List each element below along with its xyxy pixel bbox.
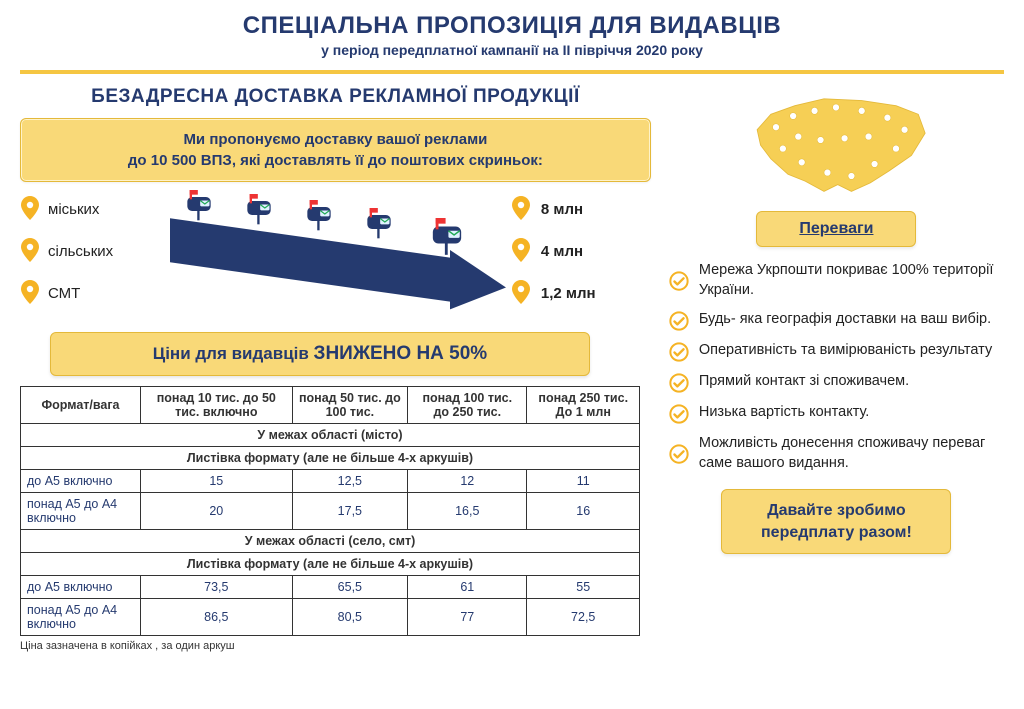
cell: 16 bbox=[527, 493, 640, 530]
table-row: до А5 включно 15 12,5 12 11 bbox=[21, 470, 640, 493]
cell: 65,5 bbox=[292, 576, 407, 599]
delivery-type-label: СМТ bbox=[48, 285, 80, 302]
cell: 12,5 bbox=[292, 470, 407, 493]
cell: 86,5 bbox=[141, 599, 293, 636]
sub-head: Листівка формату (але не більше 4-х арку… bbox=[21, 447, 640, 470]
delivery-row: міських сільських СМТ bbox=[20, 188, 651, 328]
advantage-item: Низька вартість контакту. bbox=[669, 403, 1004, 424]
row-label: до А5 включно bbox=[21, 576, 141, 599]
delivery-count: 1,2 млн bbox=[511, 280, 651, 306]
table-footnote: Ціна зазначена в копійках , за один арку… bbox=[20, 640, 651, 652]
pricebar-prefix: Ціни для видавців bbox=[153, 344, 314, 363]
advantages-button: Переваги bbox=[756, 211, 916, 247]
row-label: до А5 включно bbox=[21, 470, 141, 493]
section-head: У межах області (місто) bbox=[21, 424, 640, 447]
cell: 11 bbox=[527, 470, 640, 493]
cell: 72,5 bbox=[527, 599, 640, 636]
cell: 15 bbox=[141, 470, 293, 493]
cell: 17,5 bbox=[292, 493, 407, 530]
delivery-count: 8 млн bbox=[511, 196, 651, 222]
th-format: Формат/вага bbox=[21, 387, 141, 424]
section-subtitle: БЕЗАДРЕСНА ДОСТАВКА РЕКЛАМНОЇ ПРОДУКЦІЇ bbox=[20, 86, 651, 108]
delivery-count: 4 млн bbox=[511, 238, 651, 264]
cell: 80,5 bbox=[292, 599, 407, 636]
page-subtitle: у період передплатної кампанії на ІІ пів… bbox=[20, 42, 1004, 58]
advantage-item: Мережа Укрпошти покриває 100% території … bbox=[669, 261, 1004, 300]
advantage-item: Прямий контакт зі споживачем. bbox=[669, 372, 1004, 393]
row-label: понад А5 до А4 включно bbox=[21, 599, 141, 636]
cta-line-1: Давайте зробимо bbox=[740, 500, 932, 522]
th-col: понад 250 тис. До 1 млн bbox=[527, 387, 640, 424]
pin-icon bbox=[20, 196, 40, 222]
cell: 73,5 bbox=[141, 576, 293, 599]
advantage-item: Можливість донесення споживачу переваг с… bbox=[669, 434, 1004, 473]
cell: 55 bbox=[527, 576, 640, 599]
ukraine-map bbox=[669, 80, 1004, 205]
check-icon bbox=[669, 262, 689, 300]
th-col: понад 50 тис. до 100 тис. bbox=[292, 387, 407, 424]
pin-icon bbox=[511, 238, 531, 264]
pin-icon bbox=[511, 196, 531, 222]
delivery-type-label: сільських bbox=[48, 243, 113, 260]
delivery-count-value: 4 млн bbox=[541, 243, 583, 260]
check-icon bbox=[669, 404, 689, 424]
delivery-type: СМТ bbox=[20, 280, 150, 306]
mailbox-icon bbox=[245, 194, 273, 227]
advantage-item: Будь- яка географія доставки на ваш вибі… bbox=[669, 310, 1004, 331]
advantages-list: Мережа Укрпошти покриває 100% території … bbox=[669, 261, 1004, 473]
delivery-type: міських bbox=[20, 196, 150, 222]
delivery-count-value: 1,2 млн bbox=[541, 285, 596, 302]
check-icon bbox=[669, 311, 689, 331]
pin-icon bbox=[20, 280, 40, 306]
cell: 77 bbox=[408, 599, 527, 636]
advantage-text: Можливість донесення споживачу переваг с… bbox=[699, 434, 1004, 473]
mailbox-icon bbox=[365, 208, 393, 241]
advantage-item: Оперативність та вимірюваність результат… bbox=[669, 341, 1004, 362]
mailbox-icon bbox=[305, 200, 333, 233]
sub-head: Листівка формату (але не більше 4-х арку… bbox=[21, 553, 640, 576]
th-col: понад 10 тис. до 50 тис. включно bbox=[141, 387, 293, 424]
check-icon bbox=[669, 373, 689, 393]
price-bar: Ціни для видавців ЗНИЖЕНО НА 50% bbox=[50, 332, 590, 376]
table-row: понад А5 до А4 включно 86,5 80,5 77 72,5 bbox=[21, 599, 640, 636]
check-icon bbox=[669, 435, 689, 473]
cell: 20 bbox=[141, 493, 293, 530]
advantage-text: Будь- яка географія доставки на ваш вибі… bbox=[699, 310, 991, 331]
advantage-text: Низька вартість контакту. bbox=[699, 403, 869, 424]
row-label: понад А5 до А4 включно bbox=[21, 493, 141, 530]
table-row: понад А5 до А4 включно 20 17,5 16,5 16 bbox=[21, 493, 640, 530]
cell: 12 bbox=[408, 470, 527, 493]
delivery-type: сільських bbox=[20, 238, 150, 264]
cell: 16,5 bbox=[408, 493, 527, 530]
table-row: до А5 включно 73,5 65,5 61 55 bbox=[21, 576, 640, 599]
page-title: СПЕЦІАЛЬНА ПРОПОЗИЦІЯ ДЛЯ ВИДАВЦІВ bbox=[20, 12, 1004, 40]
offer-box: Ми пропонуємо доставку вашої реклами до … bbox=[20, 118, 651, 182]
price-table: Формат/вага понад 10 тис. до 50 тис. вкл… bbox=[20, 386, 640, 636]
header: СПЕЦІАЛЬНА ПРОПОЗИЦІЯ ДЛЯ ВИДАВЦІВ у пер… bbox=[0, 0, 1024, 62]
cta-line-2: передплату разом! bbox=[740, 522, 932, 544]
pricebar-discount: ЗНИЖЕНО НА 50% bbox=[314, 343, 488, 364]
cell: 61 bbox=[408, 576, 527, 599]
arrow-graphic bbox=[150, 188, 511, 333]
advantage-text: Оперативність та вимірюваність результат… bbox=[699, 341, 992, 362]
mailbox-icon bbox=[185, 190, 213, 223]
pin-icon bbox=[20, 238, 40, 264]
cta-box: Давайте зробимо передплату разом! bbox=[721, 489, 951, 554]
delivery-count-value: 8 млн bbox=[541, 201, 583, 218]
offer-line-1: Ми пропонуємо доставку вашої реклами bbox=[39, 129, 632, 150]
pin-icon bbox=[511, 280, 531, 306]
section-head: У межах області (село, смт) bbox=[21, 530, 640, 553]
mailbox-icon bbox=[430, 218, 464, 258]
offer-line-2: до 10 500 ВПЗ, які доставлять її до пошт… bbox=[39, 150, 632, 171]
advantage-text: Прямий контакт зі споживачем. bbox=[699, 372, 909, 393]
check-icon bbox=[669, 342, 689, 362]
delivery-type-label: міських bbox=[48, 201, 99, 218]
advantage-text: Мережа Укрпошти покриває 100% території … bbox=[699, 261, 1004, 300]
th-col: понад 100 тис. до 250 тис. bbox=[408, 387, 527, 424]
